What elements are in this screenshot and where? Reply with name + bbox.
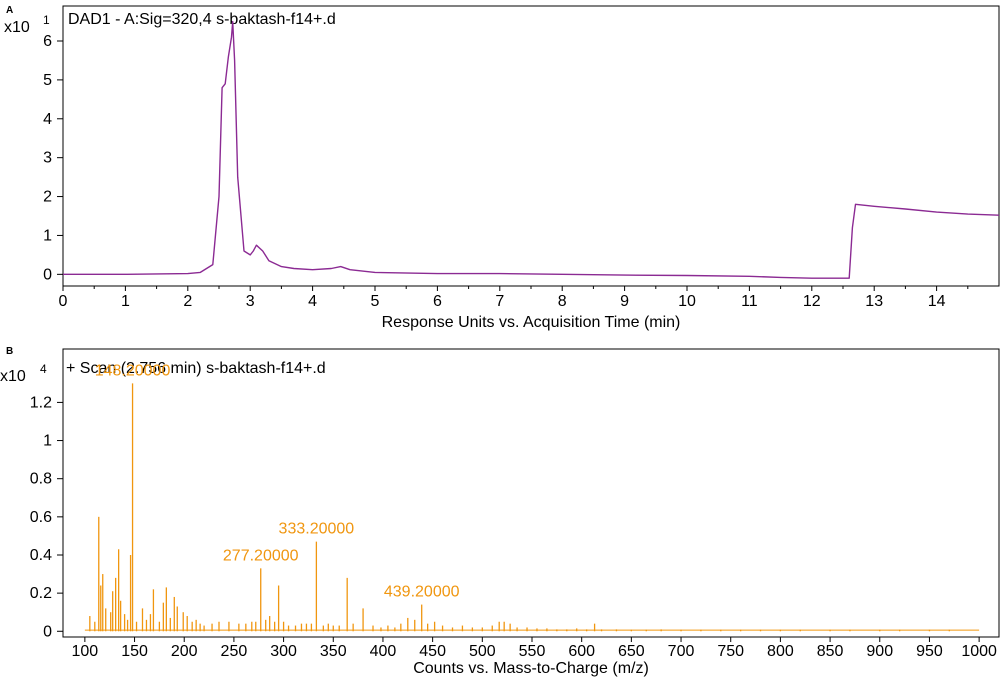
x-tick-label: 9 xyxy=(620,293,629,310)
x-tick-label: 4 xyxy=(308,293,317,310)
panel-b-multiplier: x10 xyxy=(0,368,26,385)
y-tick-label: 0 xyxy=(43,266,52,283)
y-tick-label: 1 xyxy=(43,227,52,244)
x-tick-label: 350 xyxy=(320,643,347,660)
x-tick-label: 12 xyxy=(803,293,821,310)
y-tick-label: 1 xyxy=(43,433,52,450)
panel-a-letter: A xyxy=(6,5,13,16)
panel-b-letter: B xyxy=(6,346,13,357)
y-tick-label: 0 xyxy=(43,623,52,640)
x-tick-label: 500 xyxy=(469,643,496,660)
y-tick-label: 2 xyxy=(43,189,52,206)
x-tick-label: 11 xyxy=(741,293,758,310)
x-tick-label: 1000 xyxy=(961,643,997,660)
x-tick-label: 300 xyxy=(270,643,297,660)
x-tick-label: 250 xyxy=(221,643,248,660)
x-tick-label: 850 xyxy=(817,643,844,660)
y-tick-label: 4 xyxy=(43,111,52,128)
panel-a-title: DAD1 - A:Sig=320,4 s-baktash-f14+.d xyxy=(68,11,336,28)
panel-b-exponent: 4 xyxy=(40,362,47,376)
peak-annotation-label: 439.20000 xyxy=(384,584,460,601)
x-tick-label: 10 xyxy=(678,293,696,310)
x-tick-label: 13 xyxy=(865,293,883,310)
y-tick-label: 3 xyxy=(43,150,52,167)
peak-annotation-label: 333.20000 xyxy=(279,521,355,538)
x-tick-label: 3 xyxy=(246,293,255,310)
x-tick-label: 7 xyxy=(495,293,504,310)
peak-annotation-label: 148.20000 xyxy=(95,362,171,379)
x-tick-label: 100 xyxy=(72,643,99,660)
panel-a-exponent: 1 xyxy=(43,13,50,27)
x-tick-label: 0 xyxy=(59,293,68,310)
y-tick-label: 1.2 xyxy=(30,394,52,411)
x-tick-label: 950 xyxy=(916,643,943,660)
panel-b-x-axis-label: Counts vs. Mass-to-Charge (m/z) xyxy=(413,660,649,677)
x-tick-label: 14 xyxy=(928,293,946,310)
panel-a-frame xyxy=(62,5,1000,287)
x-tick-label: 5 xyxy=(371,293,380,310)
panel-a-multiplier: x10 xyxy=(4,19,30,36)
x-tick-label: 800 xyxy=(767,643,794,660)
x-tick-label: 600 xyxy=(568,643,595,660)
y-tick-label: 0.6 xyxy=(30,509,52,526)
chromatogram-trace xyxy=(63,20,1000,279)
panel-b-frame xyxy=(62,348,1000,638)
x-tick-label: 450 xyxy=(419,643,446,660)
x-tick-label: 2 xyxy=(183,293,192,310)
y-tick-label: 5 xyxy=(43,72,52,89)
y-tick-label: 0.8 xyxy=(30,471,52,488)
x-tick-label: 400 xyxy=(370,643,397,660)
x-tick-label: 1 xyxy=(121,293,130,310)
x-tick-label: 650 xyxy=(618,643,645,660)
x-tick-label: 6 xyxy=(433,293,442,310)
x-tick-label: 8 xyxy=(558,293,567,310)
panel-b-title: + Scan (2.756 min) s-baktash-f14+.d xyxy=(66,360,326,377)
panel-a-x-axis-label: Response Units vs. Acquisition Time (min… xyxy=(382,314,681,331)
x-tick-label: 200 xyxy=(171,643,198,660)
x-tick-label: 150 xyxy=(121,643,148,660)
x-tick-label: 700 xyxy=(668,643,695,660)
x-tick-label: 750 xyxy=(717,643,744,660)
y-tick-label: 6 xyxy=(43,33,52,50)
y-tick-label: 0.4 xyxy=(30,547,52,564)
x-tick-label: 550 xyxy=(519,643,546,660)
peak-annotation-label: 277.20000 xyxy=(223,547,299,564)
y-tick-label: 0.2 xyxy=(30,585,52,602)
x-tick-label: 900 xyxy=(866,643,893,660)
